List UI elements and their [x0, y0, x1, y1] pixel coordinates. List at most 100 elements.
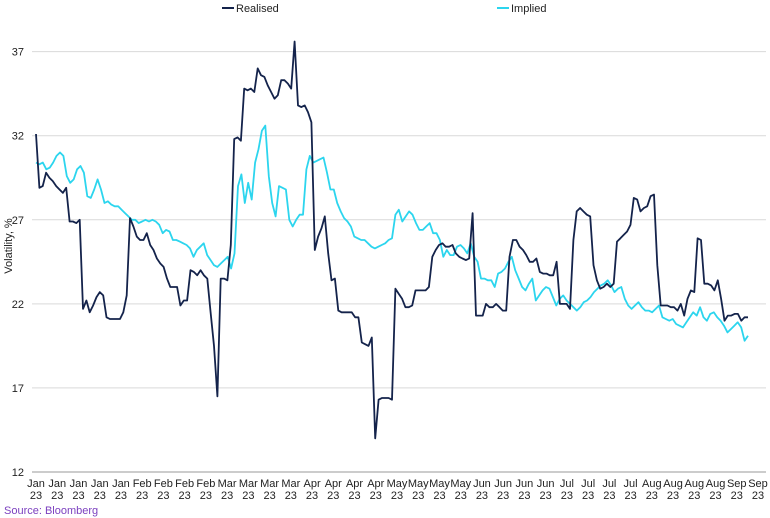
x-tick-year: 23 — [455, 490, 467, 502]
y-axis-label: Volatility, % — [3, 218, 15, 274]
x-tick-year: 23 — [242, 490, 254, 502]
x-tick-month: Jun — [494, 478, 512, 490]
x-tick-year: 23 — [412, 490, 424, 502]
y-tick-label: 27 — [12, 215, 24, 227]
y-tick-label: 22 — [12, 299, 24, 311]
x-tick-year: 23 — [370, 490, 382, 502]
x-tick-month: Apr — [325, 478, 342, 490]
legend: Realised Implied — [222, 3, 546, 15]
x-tick-month: Apr — [303, 478, 320, 490]
x-tick-month: May — [408, 478, 429, 490]
x-tick-month: Feb — [175, 478, 194, 490]
source-note: Source: Bloomberg — [4, 505, 99, 517]
x-tick-year: 23 — [540, 490, 552, 502]
x-tick-year: 23 — [94, 490, 106, 502]
x-tick-month: Sep — [727, 478, 747, 490]
x-tick-month: Aug — [642, 478, 662, 490]
series-line-realised — [35, 40, 748, 440]
x-tick-year: 23 — [561, 490, 573, 502]
x-tick-month: Aug — [663, 478, 683, 490]
legend-label: Realised — [236, 3, 279, 15]
legend-item-realised: Realised — [222, 3, 279, 15]
x-tick-month: Jul — [624, 478, 638, 490]
x-tick-year: 23 — [624, 490, 636, 502]
x-tick-year: 23 — [136, 490, 148, 502]
x-tick-month: Mar — [218, 478, 237, 490]
x-tick-year: 23 — [731, 490, 743, 502]
x-tick-month: May — [450, 478, 471, 490]
x-tick-year: 23 — [688, 490, 700, 502]
x-tick-month: Feb — [154, 478, 173, 490]
x-tick-year: 23 — [667, 490, 679, 502]
x-tick-month: Jan — [91, 478, 109, 490]
legend-label: Implied — [511, 3, 546, 15]
x-tick-year: 23 — [200, 490, 212, 502]
x-tick-year: 23 — [518, 490, 530, 502]
y-tick-label: 37 — [12, 47, 24, 59]
x-tick-year: 23 — [603, 490, 615, 502]
x-tick-month: Sep — [748, 478, 768, 490]
x-tick-month: Mar — [260, 478, 279, 490]
x-tick-month: Jan — [48, 478, 66, 490]
x-tick-month: Aug — [706, 478, 726, 490]
x-tick-month: Mar — [281, 478, 300, 490]
x-tick-year: 23 — [476, 490, 488, 502]
x-tick-month: Jan — [27, 478, 45, 490]
legend-item-implied: Implied — [497, 3, 546, 15]
x-tick-year: 23 — [306, 490, 318, 502]
y-tick-label: 17 — [12, 383, 24, 395]
y-tick-labels: 12 17 22 27 32 37 — [12, 47, 24, 479]
x-tick-month: Jan — [112, 478, 130, 490]
x-tick-month: Jul — [602, 478, 616, 490]
x-tick-year: 23 — [263, 490, 275, 502]
y-tick-label: 32 — [12, 131, 24, 143]
x-tick-year: 23 — [391, 490, 403, 502]
x-tick-year: 23 — [157, 490, 169, 502]
x-tick-year: 23 — [285, 490, 297, 502]
x-tick-year: 23 — [51, 490, 63, 502]
x-tick-year: 23 — [221, 490, 233, 502]
x-tick-month: Mar — [239, 478, 258, 490]
x-tick-month: May — [429, 478, 450, 490]
x-tick-month: Jul — [560, 478, 574, 490]
x-tick-month: Jun — [473, 478, 491, 490]
x-tick-month: Feb — [196, 478, 215, 490]
x-tick-month: Jun — [537, 478, 555, 490]
x-tick-month: Jul — [581, 478, 595, 490]
x-tick-year: 23 — [497, 490, 509, 502]
x-tick-month: Apr — [346, 478, 363, 490]
y-tick-label: 12 — [12, 467, 24, 479]
